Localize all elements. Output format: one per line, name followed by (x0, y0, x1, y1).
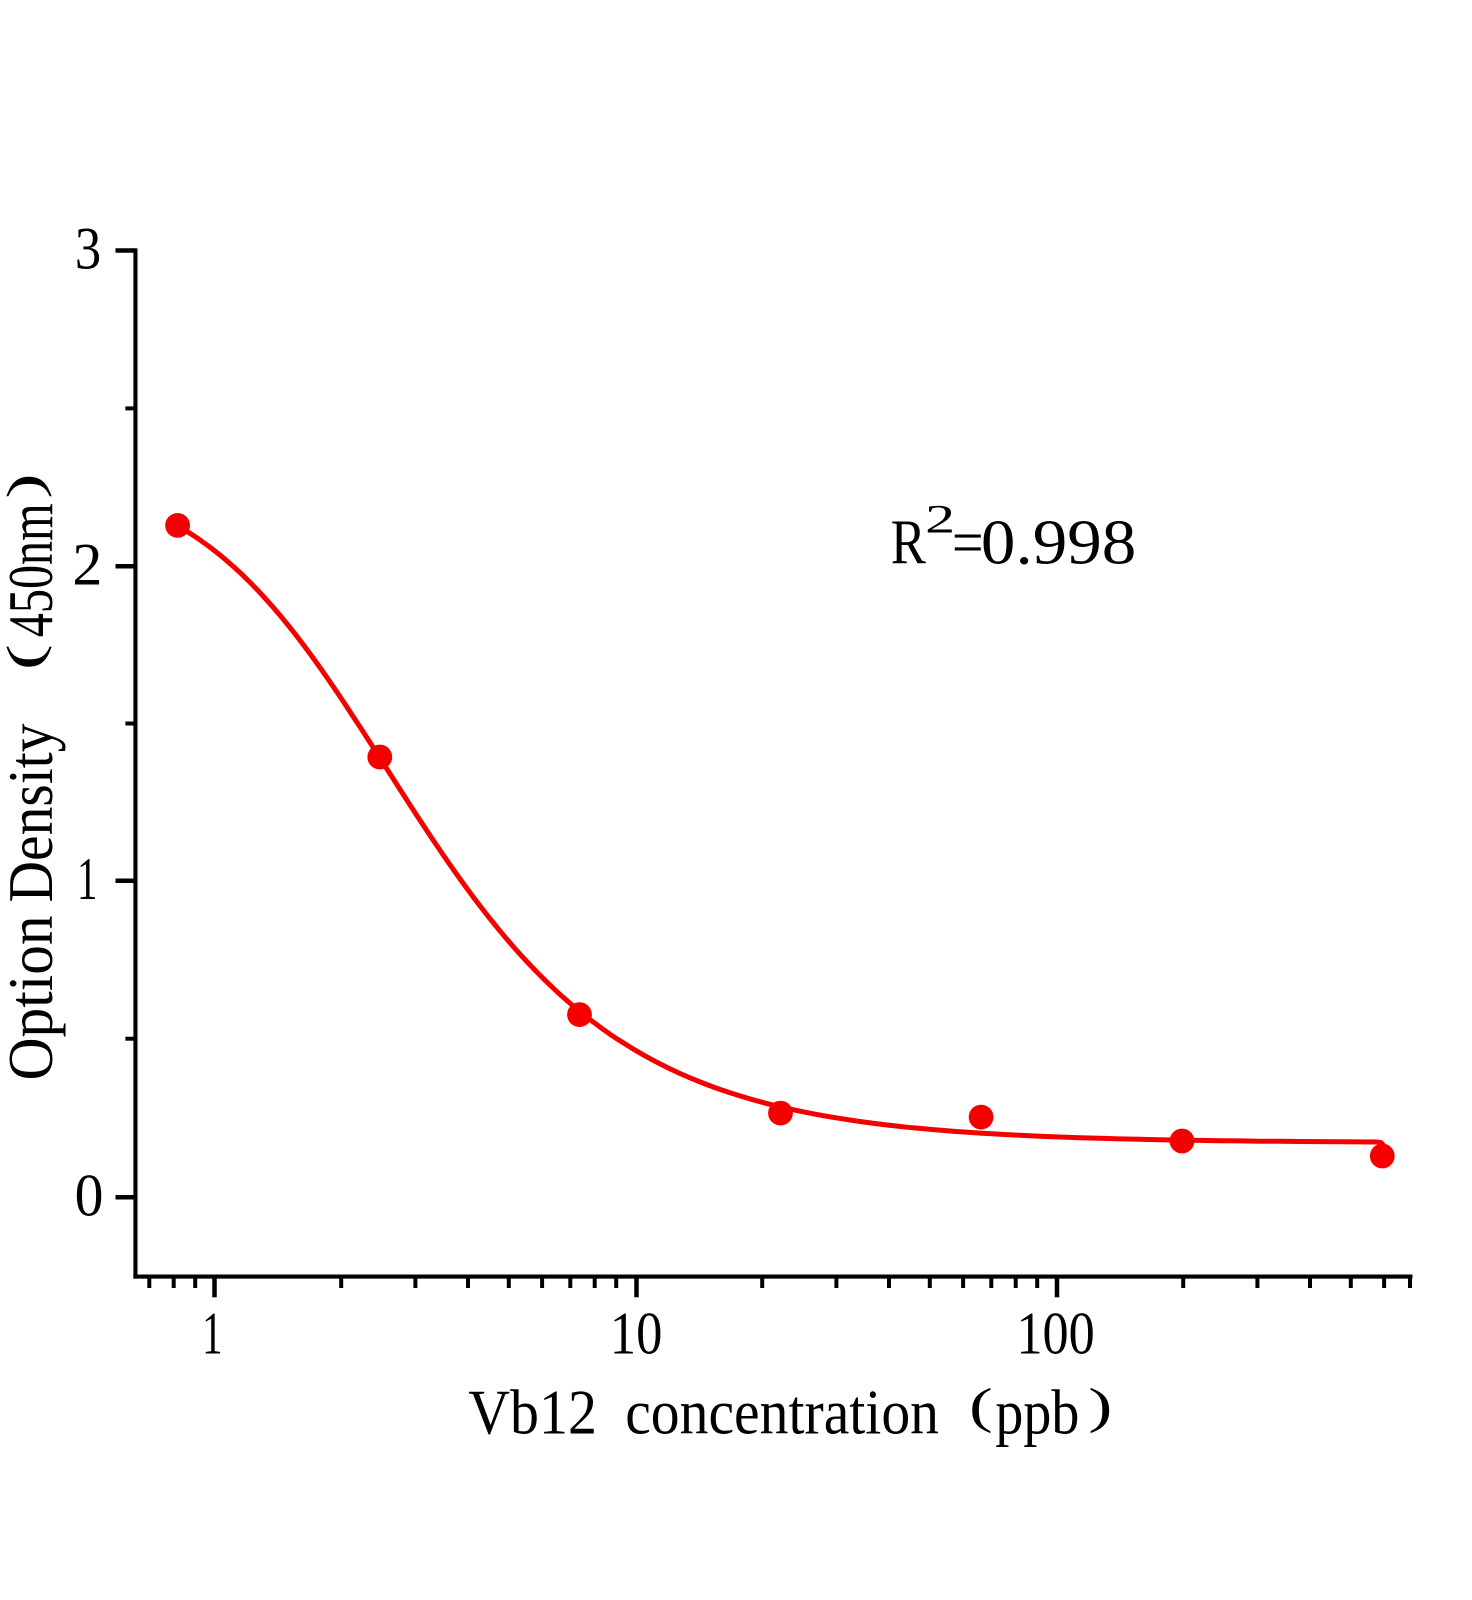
svg-text:R2=0.998: R2=0.998 (891, 497, 1136, 578)
svg-text:OptionDensity(450nm): OptionDensity(450nm) (0, 473, 66, 1080)
